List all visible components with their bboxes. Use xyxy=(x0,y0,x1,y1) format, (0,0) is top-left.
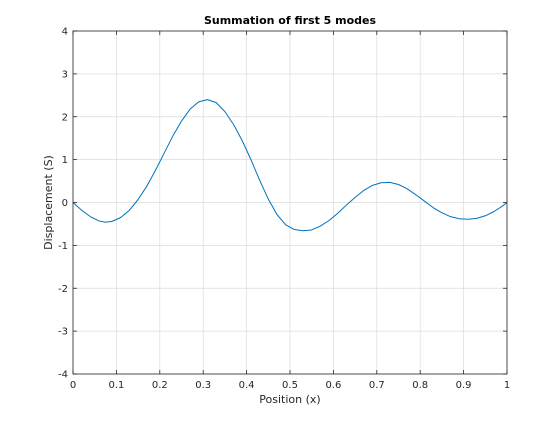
tick-marks xyxy=(72,30,508,375)
x-tick-labels: 0 0.1 0.2 0.3 0.4 0.5 0.6 0.7 0.8 0.9 1 xyxy=(70,380,510,391)
x-tick-label: 0.8 xyxy=(412,380,428,391)
chart-title: Summation of first 5 modes xyxy=(204,14,377,27)
y-tick-label: 3 xyxy=(62,69,68,80)
y-tick-label: 4 xyxy=(62,27,68,38)
y-tick-label: 1 xyxy=(62,155,68,166)
x-tick-label: 0.9 xyxy=(456,380,472,391)
x-tick-label: 0 xyxy=(70,380,76,391)
x-tick-label: 0.7 xyxy=(369,380,385,391)
y-tick-label: 2 xyxy=(62,112,68,123)
x-tick-label: 0.1 xyxy=(108,380,124,391)
y-tick-label: 0 xyxy=(62,198,68,209)
y-tick-label: -2 xyxy=(58,284,68,295)
x-tick-label: 0.5 xyxy=(282,380,298,391)
y-tick-labels: -4 -3 -2 -1 0 1 2 3 4 xyxy=(58,27,68,381)
x-tick-label: 0.3 xyxy=(195,380,211,391)
x-tick-label: 0.2 xyxy=(152,380,168,391)
y-axis-label: Displacement (S) xyxy=(42,155,55,250)
y-tick-label: -1 xyxy=(58,241,68,252)
y-tick-label: -3 xyxy=(58,327,68,338)
x-tick-label: 0.6 xyxy=(325,380,341,391)
x-tick-label: 1 xyxy=(504,380,510,391)
series-layer xyxy=(72,99,508,232)
x-axis-label: Position (x) xyxy=(259,393,320,406)
series-line xyxy=(72,99,508,232)
y-tick-label: -4 xyxy=(58,370,68,381)
x-tick-label: 0.4 xyxy=(239,380,255,391)
